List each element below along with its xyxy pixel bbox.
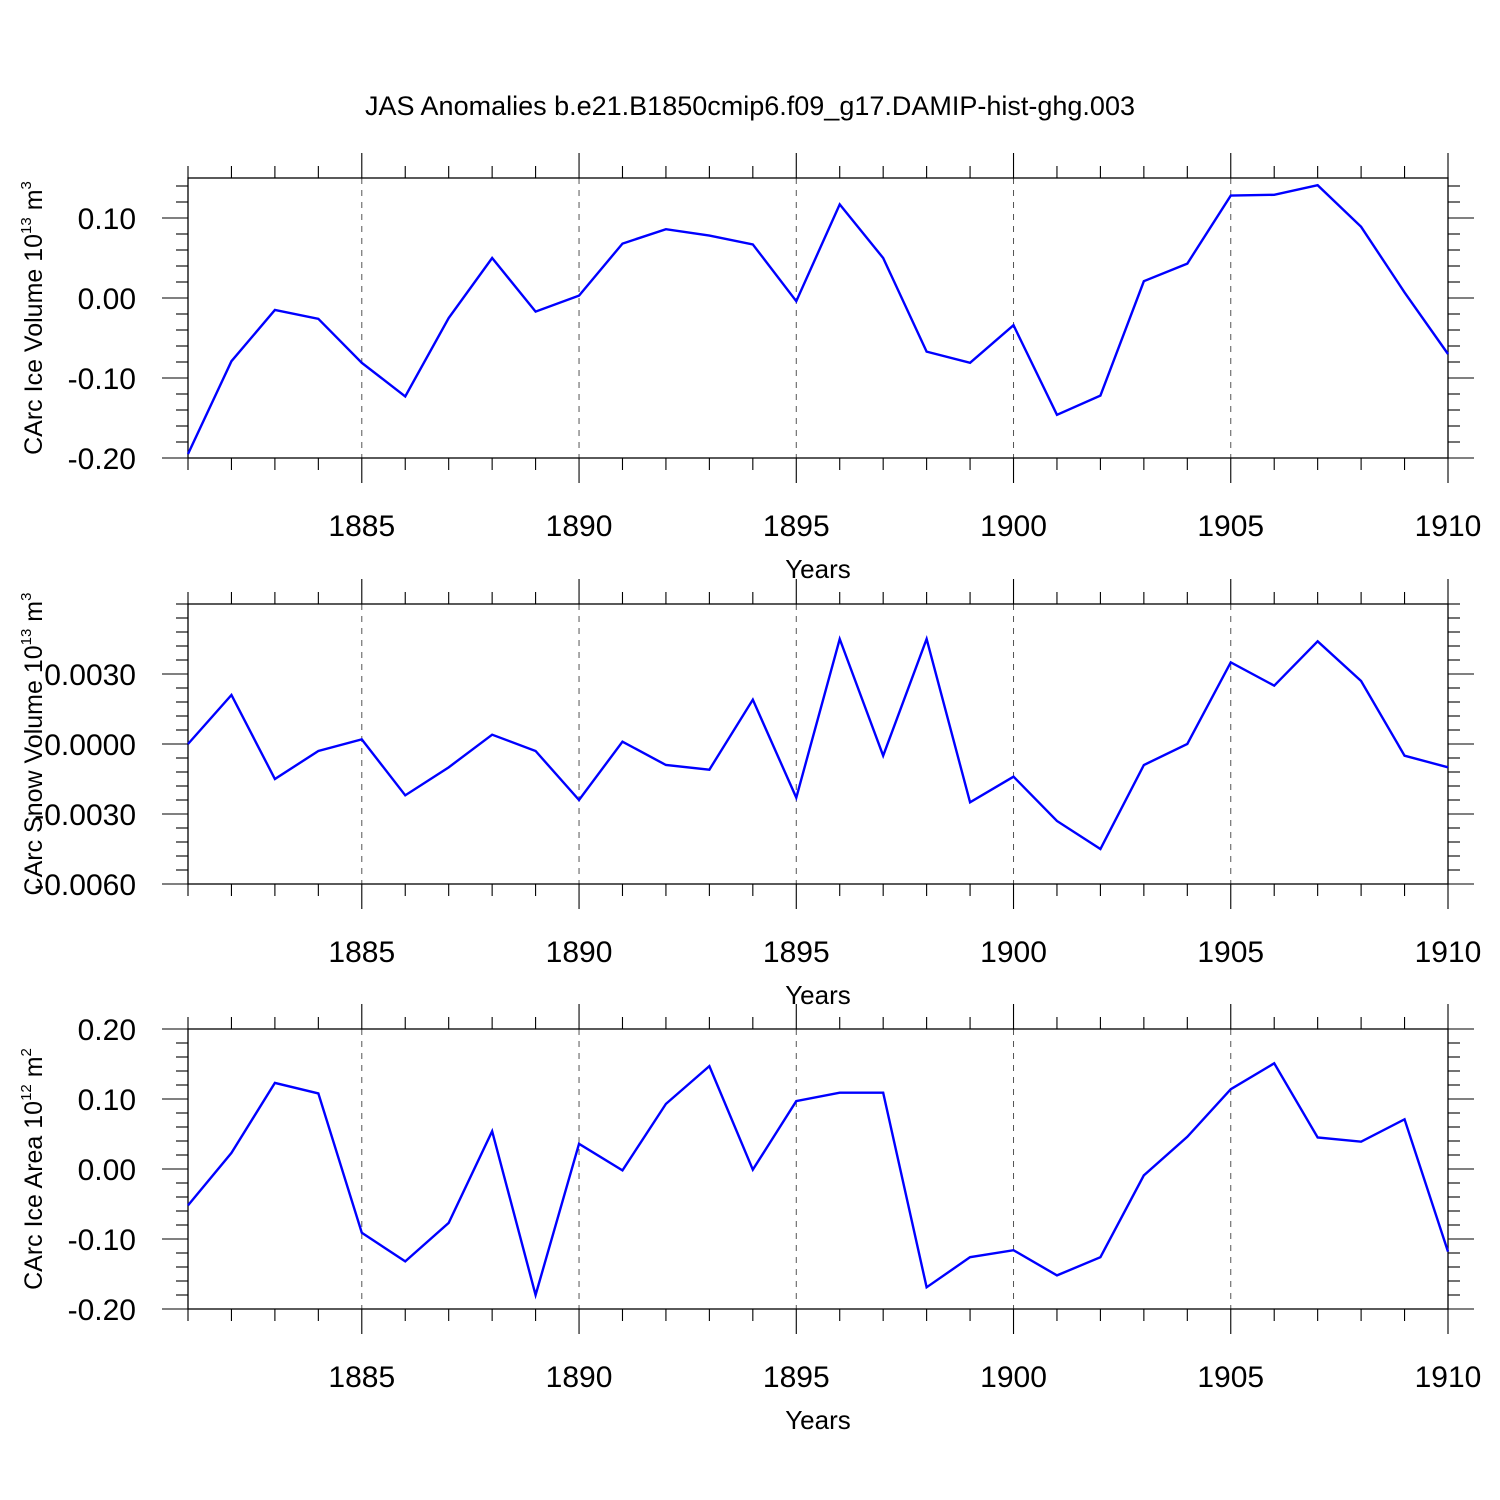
figure-title: JAS Anomalies b.e21.B1850cmip6.f09_g17.D… — [365, 91, 1135, 121]
x-tick-label-1905: 1905 — [1197, 936, 1264, 969]
y-axis-label-unit: m — [20, 1056, 48, 1084]
x-tick-label-1900: 1900 — [980, 1361, 1047, 1394]
y-tick-label: -0.0030 — [34, 799, 136, 832]
y-tick-label: 0.0000 — [44, 729, 136, 762]
y-tick-label: -0.10 — [68, 1224, 136, 1257]
x-tick-label-1885: 1885 — [328, 936, 395, 969]
y-axis-label: CArc Ice Area 1012 m2 — [18, 1048, 48, 1290]
y-tick-label: 0.00 — [78, 1154, 136, 1187]
y-axis-label-exponent: 13 — [18, 217, 35, 234]
x-axis-label: Years — [785, 554, 851, 584]
panel-2: -0.0060 -0.0030 0.0000 0.0030 1885 1890 1895 19… — [18, 579, 1481, 1010]
y-axis-label-unit-exponent: 3 — [18, 593, 35, 601]
x-tick-label-1885: 1885 — [328, 1361, 395, 1394]
x-tick-label-1895: 1895 — [763, 510, 830, 543]
y-axis-label-unit-exponent: 2 — [18, 1048, 35, 1056]
series-line-1 — [186, 183, 1449, 455]
x-tick-label-1885: 1885 — [328, 510, 395, 543]
x-axis-label: Years — [785, 1405, 851, 1435]
x-axis-label: Years — [785, 980, 851, 1010]
y-axis-label-unit-exponent: 3 — [18, 181, 35, 189]
x-tick-label-1910: 1910 — [1415, 1361, 1482, 1394]
x-tick-label-1890: 1890 — [546, 936, 613, 969]
y-axis-label-exponent: 12 — [18, 1084, 35, 1101]
y-tick-label: 0.0030 — [44, 659, 136, 692]
y-axis-label-unit: m — [20, 189, 48, 217]
y-tick-label: -0.10 — [68, 363, 136, 396]
plot-frame — [187, 177, 1449, 459]
x-tick-label-1890: 1890 — [546, 1361, 613, 1394]
x-tick-label-1905: 1905 — [1197, 510, 1264, 543]
y-tick-label: 0.10 — [78, 203, 136, 236]
y-axis-label-exponent: 13 — [18, 629, 35, 646]
y-axis-label-unit: m — [20, 601, 48, 629]
x-tick-label-1895: 1895 — [763, 936, 830, 969]
series-line-2 — [187, 635, 1449, 851]
y-tick-label: 0.10 — [78, 1084, 136, 1117]
panels: -0.20 -0.10 0.00 0.10 1885 1890 1895 1900 1905 19… — [18, 153, 1481, 1435]
y-tick-label: -0.20 — [68, 1294, 136, 1327]
x-tick-label-1900: 1900 — [980, 936, 1047, 969]
x-tick-label-1900: 1900 — [980, 510, 1047, 543]
y-axis-label-text: CArc Ice Area 10 — [20, 1101, 48, 1290]
panel-1: -0.20 -0.10 0.00 0.10 1885 1890 1895 1900 1905 19… — [18, 153, 1481, 584]
y-axis-label: CArc Snow Volume 1013 m3 — [18, 593, 48, 896]
plot-frame — [187, 603, 1449, 885]
panel-3: -0.20 -0.10 0.00 0.10 0.20 1885 1890 1895 1900 19… — [18, 1004, 1481, 1435]
y-axis-label-text: CArc Ice Volume 10 — [20, 234, 48, 455]
x-tick-label-1895: 1895 — [763, 1361, 830, 1394]
x-tick-label-1890: 1890 — [546, 510, 613, 543]
series-line-3 — [187, 1061, 1450, 1300]
x-tick-label-1910: 1910 — [1415, 936, 1482, 969]
x-tick-label-1905: 1905 — [1197, 1361, 1264, 1394]
y-tick-label: 0.20 — [78, 1014, 136, 1047]
y-axis-label-text: CArc Snow Volume 10 — [20, 645, 48, 895]
y-tick-label: 0.00 — [78, 283, 136, 316]
x-tick-label-1910: 1910 — [1415, 510, 1482, 543]
y-tick-label: -0.0060 — [34, 869, 136, 902]
y-axis-label: CArc Ice Volume 1013 m3 — [18, 181, 48, 455]
y-tick-label: -0.20 — [68, 443, 136, 476]
